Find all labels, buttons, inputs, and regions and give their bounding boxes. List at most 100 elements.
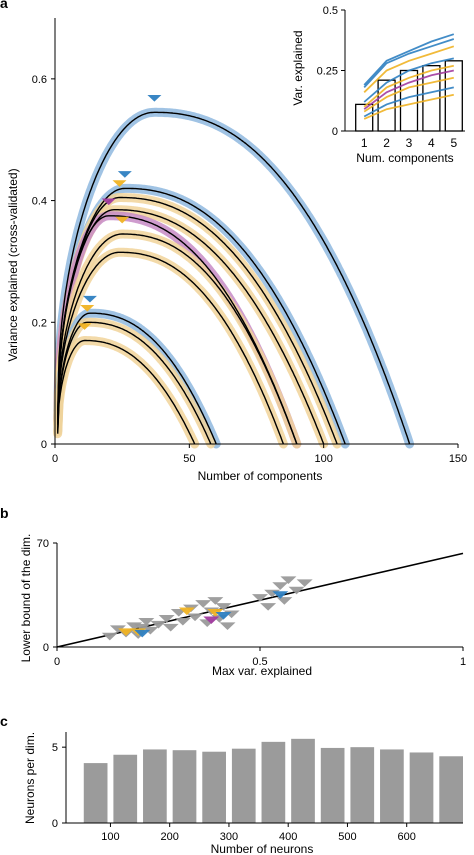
panel-b-point-gray [109, 625, 126, 633]
panel-b-point-gray [252, 594, 268, 602]
panel-a-series-line-3 [57, 196, 338, 445]
panel-a-series-line-10 [57, 339, 196, 445]
inset-line-1 [363, 33, 455, 86]
panel-b-y-axis-label: Lower bound of the dim. [19, 534, 33, 663]
panel-c-bar [143, 749, 167, 823]
panel-a-y-tick-label: 0.4 [32, 196, 47, 208]
inset-line-8 [363, 86, 454, 118]
panel-a-x-tick-label: 0 [52, 453, 58, 465]
inset-line-4 [363, 57, 454, 103]
panel-a-series-line-8 [57, 312, 217, 445]
panel-b-point-blue [272, 591, 289, 599]
panel-c-x-tick-label: 500 [338, 831, 356, 843]
panel-a-series-line-6 [57, 233, 298, 445]
panel-c-bar [261, 741, 286, 823]
panel-a-series-line-7 [57, 251, 285, 445]
panel-a-series-line-4 [57, 208, 325, 445]
panel-b-point-gray [138, 617, 155, 626]
inset-y-ticks: 0 0.25 0.5 [317, 5, 345, 138]
panel-b-y-ticks: 0 70 [37, 538, 57, 654]
panel-a-series-band-7 [53, 247, 288, 449]
panel-b-point-gray [162, 623, 179, 632]
panel-b-point-orange [207, 609, 224, 617]
panel-c-x-tick-label: 200 [161, 831, 179, 843]
panel-a-x-tick-label: 150 [449, 453, 467, 465]
panel-c-y-tick-label: 5 [52, 742, 58, 754]
panel-c-bar [202, 751, 226, 823]
panel-a-inset: 0 0.25 0.5 1 2 3 4 5 Num. components Var. expl… [291, 5, 474, 165]
panel-c-y-tick-label: 0 [52, 818, 58, 830]
inset-line-9 [363, 93, 454, 120]
panel-b-point-gray [288, 586, 305, 595]
inset-line-3 [363, 45, 455, 93]
panel-c-bar [350, 747, 375, 823]
inset-x-ticks: 1 2 3 4 5 [361, 136, 458, 150]
panel-a-peak-marker-6 [115, 216, 130, 224]
panel-a-y-tick-label: 0.2 [32, 317, 47, 329]
panel-a-peak-marker-10 [77, 323, 92, 330]
panel-b-points [101, 576, 313, 641]
panel-c-bar [380, 749, 404, 823]
panel-b-x-tick-label: 0.5 [252, 656, 267, 668]
inset-y-tick-label: 0 [332, 126, 338, 138]
panel-c-x-axis-label: Number of neurons [211, 842, 314, 855]
inset-x-tick-label: 4 [428, 136, 435, 150]
panel-b-y-tick-label: 70 [37, 538, 49, 550]
inset-y-tick-label: 0.25 [317, 66, 338, 78]
panel-b-point-gray [215, 603, 232, 611]
inset-line-5 [363, 64, 454, 108]
panel-c: c 05 100 200 300 400 500 600 Number of neuron… [0, 713, 463, 855]
panel-b-x-tick-label: 1 [460, 656, 466, 668]
panel-label-c: c [0, 713, 8, 729]
panel-b-point-gray [142, 626, 159, 635]
panel-b-y-tick-label: 0 [43, 642, 49, 654]
panel-a-y-ticks: 0 0.2 0.4 0.6 [32, 74, 55, 451]
panel-b-point-blue [215, 612, 232, 620]
panel-b-point-blue [134, 629, 151, 638]
panel-b-point-gray [296, 579, 313, 587]
panel-b-point-gray [207, 597, 224, 605]
panel-b-point-orange [118, 628, 135, 636]
panel-a-peak-markers [77, 95, 162, 330]
panel-b-point-gray [260, 603, 277, 611]
panel-c-x-tick-label: 100 [101, 831, 119, 843]
panel-c-bar [172, 750, 197, 823]
panel-c-bar [291, 738, 315, 823]
panel-a-peak-marker-9 [80, 304, 95, 312]
panel-b-point-gray [174, 617, 191, 626]
inset-x-tick-label: 1 [361, 136, 368, 150]
panel-b-point-gray [219, 622, 236, 630]
panel-label-b: b [0, 505, 9, 521]
panel-c-y-axis-label: Neurons per dim. [23, 732, 37, 824]
inset-x-tick-label: 2 [383, 136, 390, 150]
panel-b-point-gray [101, 632, 118, 641]
panel-a-y-tick-label: 0.6 [32, 74, 47, 86]
panel-b-point-gray [195, 600, 212, 608]
panel-b-point-gray [158, 614, 175, 623]
panel-c-y-ticks: 05 [52, 742, 66, 830]
panel-c-bar [439, 756, 463, 823]
panel-b-point-gray [280, 576, 297, 584]
panel-label-a: a [0, 0, 8, 11]
panel-c-bar [113, 754, 138, 823]
inset-x-tick-label: 3 [406, 136, 413, 150]
panel-a-x-tick-label: 100 [314, 453, 332, 465]
panel-b-point-gray [276, 597, 293, 605]
panel-b-x-tick-label: 0 [54, 656, 60, 668]
panel-a: a 00.20.40.6 0 50 100 150 Number of compone… [0, 0, 474, 483]
panel-a-peak-marker-3 [112, 180, 127, 187]
panel-c-x-tick-label: 400 [279, 831, 297, 843]
panel-a-x-axis-label: Number of components [198, 469, 323, 483]
inset-y-tick-label: 0.5 [323, 5, 338, 17]
panel-a-series-band-10 [53, 336, 200, 449]
panel-c-bar [83, 763, 108, 823]
panel-a-peak-marker-2 [117, 171, 132, 178]
panel-b-point-orange [178, 607, 195, 616]
panel-c-x-ticks: 100 200 300 400 500 600 [101, 823, 416, 843]
panel-b-point-gray [134, 623, 151, 632]
panel-b-x-axis-label: Max var. explained [212, 664, 312, 678]
panel-b-point-purple [203, 616, 220, 625]
panel-c-bars [83, 738, 463, 823]
panel-a-y-tick-label: 0 [41, 439, 47, 451]
